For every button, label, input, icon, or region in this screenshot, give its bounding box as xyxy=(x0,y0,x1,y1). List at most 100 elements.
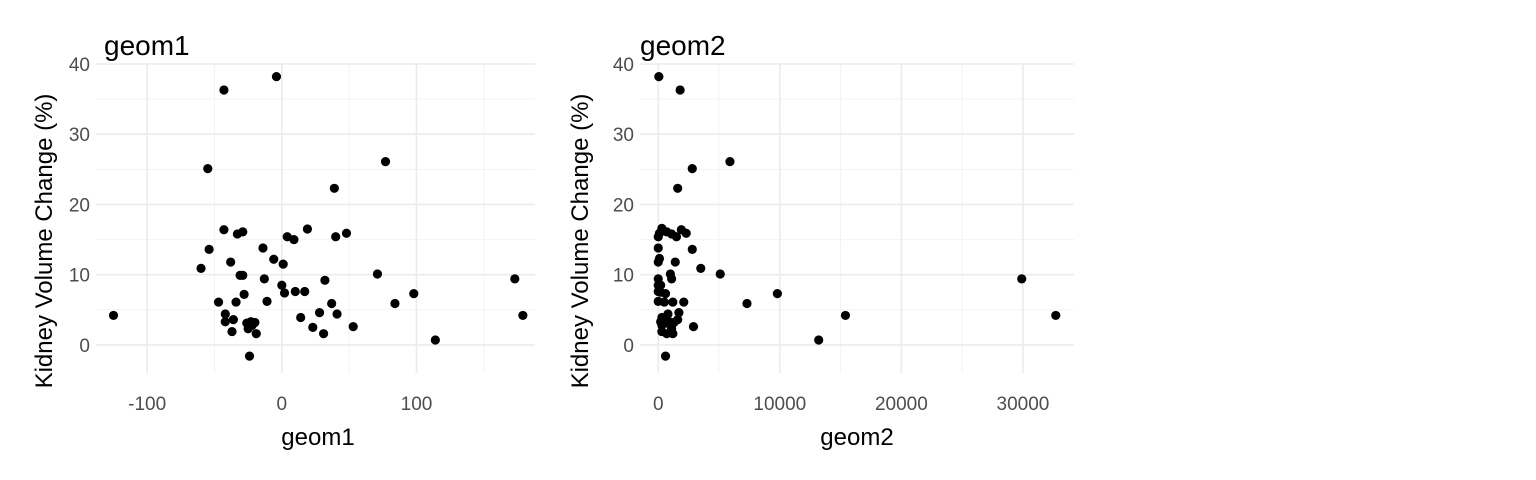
data-point xyxy=(409,289,419,299)
data-point xyxy=(329,183,339,193)
y-tick-labels: 0 10 20 30 40 xyxy=(69,55,90,357)
data-point xyxy=(269,254,279,264)
data-point xyxy=(1017,274,1027,284)
x-tick-label: 0 xyxy=(277,394,288,415)
data-point xyxy=(318,329,329,339)
data-point xyxy=(278,259,288,269)
data-point xyxy=(290,286,300,297)
data-point xyxy=(659,297,669,307)
data-point xyxy=(348,322,358,332)
data-point xyxy=(840,310,851,321)
data-point xyxy=(518,310,528,321)
data-point xyxy=(279,288,290,298)
y-tick-label: 40 xyxy=(613,55,634,76)
data-point xyxy=(668,297,678,307)
y-tick-label: 20 xyxy=(613,195,634,216)
data-point xyxy=(725,157,735,167)
panel-title: geom1 xyxy=(104,30,190,61)
data-point xyxy=(715,269,725,279)
y-tick-label: 20 xyxy=(69,195,90,216)
data-point xyxy=(332,309,342,319)
data-point xyxy=(238,227,248,237)
data-point xyxy=(653,257,663,267)
data-point xyxy=(228,315,238,325)
data-point xyxy=(204,244,214,254)
data-point xyxy=(239,289,249,299)
data-point xyxy=(380,157,391,167)
data-point xyxy=(673,183,683,193)
data-point xyxy=(657,320,667,330)
y-tick-label: 30 xyxy=(69,125,90,146)
data-point xyxy=(308,322,318,332)
data-point xyxy=(259,274,269,284)
data-point xyxy=(220,317,230,327)
data-point xyxy=(688,322,699,332)
data-point xyxy=(674,308,684,318)
panel-geom2: geom2 0 10000 20000 30000 0 10 20 30 40 geom2 K… xyxy=(567,30,1074,451)
data-point xyxy=(227,326,237,337)
data-point xyxy=(220,309,230,319)
data-point xyxy=(660,289,671,299)
data-point xyxy=(670,257,680,267)
data-point xyxy=(271,72,282,82)
data-point xyxy=(108,310,119,321)
y-axis-title: Kidney Volume Change (%) xyxy=(31,94,58,389)
data-point xyxy=(671,232,682,242)
y-tick-label: 40 xyxy=(69,55,90,76)
x-axis-title: geom1 xyxy=(281,424,354,451)
y-axis-title: Kidney Volume Change (%) xyxy=(567,94,594,389)
data-point xyxy=(213,297,224,307)
data-point xyxy=(653,243,663,253)
data-point xyxy=(296,312,306,323)
data-point xyxy=(196,263,206,273)
panel-geom1: geom1 -100 0 100 0 10 20 30 40 geom1 Kidney Vo… xyxy=(31,30,535,451)
y-tick-labels: 0 10 20 30 40 xyxy=(613,55,634,357)
data-point xyxy=(510,274,520,284)
data-point xyxy=(372,269,383,279)
points xyxy=(108,72,528,361)
y-tick-label: 0 xyxy=(623,336,634,357)
data-point xyxy=(390,298,400,309)
y-tick-label: 0 xyxy=(79,336,90,357)
data-point xyxy=(327,298,337,309)
x-tick-label: 0 xyxy=(653,394,664,415)
data-point xyxy=(289,234,299,245)
y-tick-label: 10 xyxy=(613,266,634,287)
data-point xyxy=(231,297,241,307)
data-point xyxy=(654,72,664,82)
x-axis-title: geom2 xyxy=(820,424,893,451)
data-point xyxy=(300,286,310,297)
grid xyxy=(96,63,535,373)
data-point xyxy=(262,296,272,306)
grid xyxy=(640,63,1074,373)
y-tick-label: 10 xyxy=(69,266,90,287)
data-point xyxy=(687,244,697,254)
data-point xyxy=(660,351,671,361)
data-point xyxy=(302,224,313,234)
data-point xyxy=(696,263,706,273)
data-point xyxy=(667,274,677,284)
data-point xyxy=(314,308,325,318)
y-tick-label: 30 xyxy=(613,125,634,146)
data-point xyxy=(244,351,255,361)
data-point xyxy=(668,329,678,339)
data-point xyxy=(258,243,268,253)
data-point xyxy=(742,298,752,309)
data-point xyxy=(277,280,287,290)
data-point xyxy=(203,164,213,174)
data-point xyxy=(251,329,261,339)
x-tick-label: 20000 xyxy=(875,394,928,415)
data-point xyxy=(675,85,685,95)
data-point xyxy=(1051,310,1061,321)
x-tick-labels: 0 10000 20000 30000 xyxy=(653,394,1049,415)
x-tick-label: -100 xyxy=(128,394,166,415)
x-tick-labels: -100 0 100 xyxy=(128,394,432,415)
data-point xyxy=(219,225,229,235)
data-point xyxy=(772,289,782,299)
data-point xyxy=(219,85,229,95)
x-tick-label: 100 xyxy=(401,394,433,415)
data-point xyxy=(341,228,352,238)
data-point xyxy=(430,335,440,345)
panel-title: geom2 xyxy=(640,30,726,61)
